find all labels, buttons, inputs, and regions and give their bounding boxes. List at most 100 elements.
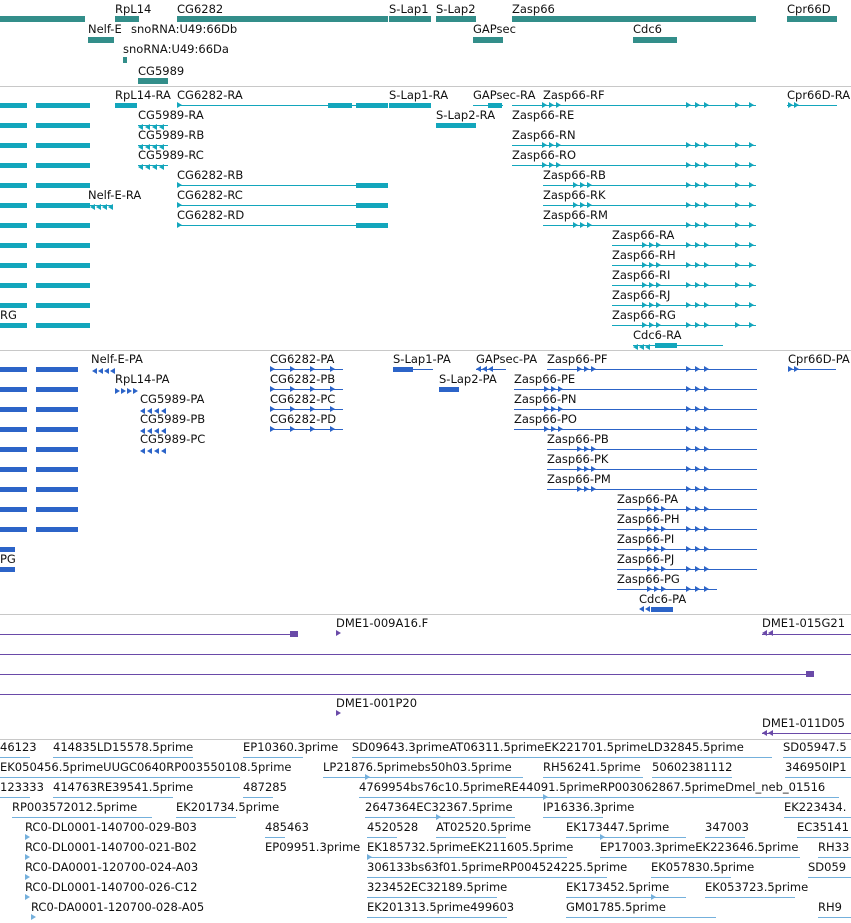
ests-label[interactable]: 346950IP1	[785, 760, 847, 774]
proteins-label[interactable]: Zasp66-PM	[547, 472, 611, 486]
genes-label[interactable]: RpL14	[115, 2, 152, 16]
est-line[interactable]	[367, 897, 497, 898]
ests-label[interactable]: LP21876.5primebs50h03.5prime	[323, 760, 512, 774]
est-line[interactable]	[367, 877, 607, 878]
transcripts-label[interactable]: Zasp66-RF	[543, 88, 605, 102]
transcript-exon[interactable]	[0, 283, 27, 288]
proteins-label[interactable]: Cpr66D-PA	[788, 352, 850, 366]
ests-label[interactable]: EK201313.5prime499603	[367, 900, 515, 914]
ests-label[interactable]: 414763RE39541.5prime	[53, 780, 194, 794]
ests-label[interactable]: 46123	[0, 740, 37, 754]
transcript-intron[interactable]	[177, 205, 388, 206]
est-line[interactable]	[12, 817, 152, 818]
proteins-label[interactable]: Zasp66-PA	[617, 492, 679, 506]
proteins-label[interactable]: Zasp66-PJ	[617, 552, 675, 566]
gene-feature[interactable]	[123, 57, 127, 63]
ests-label[interactable]: EK201734.5prime	[176, 800, 280, 814]
transcript-exon[interactable]	[356, 103, 388, 108]
protein-intron[interactable]	[514, 429, 757, 430]
genes-label[interactable]: snoRNA:U49:66Da	[123, 42, 229, 56]
est-line[interactable]	[705, 837, 745, 838]
transcript-intron[interactable]	[612, 305, 756, 306]
protein-intron[interactable]	[270, 389, 343, 390]
protein-exon[interactable]	[36, 367, 78, 372]
protein-exon[interactable]	[0, 407, 27, 412]
transcript-exon[interactable]	[0, 323, 27, 328]
protein-exon[interactable]	[36, 387, 78, 392]
clones-label[interactable]: DME1-015G21	[762, 616, 846, 630]
transcript-intron[interactable]	[612, 285, 756, 286]
est-line[interactable]	[652, 777, 732, 778]
transcript-exon[interactable]	[0, 103, 27, 108]
protein-exon[interactable]	[0, 387, 27, 392]
transcript-exon[interactable]	[0, 223, 27, 228]
genes-label[interactable]: CG5989	[138, 64, 185, 78]
transcripts-label[interactable]: Zasp66-RB	[543, 168, 606, 182]
est-line[interactable]	[0, 777, 240, 778]
est-line[interactable]	[367, 837, 397, 838]
est-line[interactable]	[808, 877, 851, 878]
transcripts-label[interactable]: CG5989-RB	[138, 128, 205, 142]
transcript-intron[interactable]	[543, 225, 756, 226]
gene-feature[interactable]	[787, 16, 837, 22]
gene-feature[interactable]	[633, 37, 677, 43]
est-line[interactable]	[566, 897, 686, 898]
transcripts-label[interactable]: RpL14-RA	[115, 88, 171, 102]
ests-label[interactable]: SD09643.3primeAT06311.5primeEK221701.5pr…	[352, 740, 744, 754]
transcripts-label[interactable]: RG	[0, 308, 17, 322]
transcript-intron[interactable]	[543, 185, 756, 186]
proteins-label[interactable]: Zasp66-PO	[514, 412, 577, 426]
ests-label[interactable]: EK050456.5primeUUGC0640RP003550108.5prim…	[0, 760, 292, 774]
est-line[interactable]	[818, 917, 851, 918]
genes-label[interactable]: Cpr66D	[787, 2, 831, 16]
protein-exon[interactable]	[0, 367, 27, 372]
est-line[interactable]	[566, 837, 686, 838]
est-line[interactable]	[367, 917, 507, 918]
gene-feature[interactable]	[115, 16, 139, 22]
transcripts-label[interactable]: CG6282-RA	[177, 88, 243, 102]
proteins-label[interactable]: Zasp66-PF	[547, 352, 608, 366]
transcript-exon[interactable]	[389, 103, 431, 108]
transcript-exon[interactable]	[488, 103, 502, 108]
ests-label[interactable]: EP10360.3prime	[243, 740, 339, 754]
transcript-exon[interactable]	[0, 303, 27, 308]
proteins-label[interactable]: Nelf-E-PA	[91, 352, 143, 366]
proteins-label[interactable]: CG6282-PA	[270, 352, 335, 366]
ests-label[interactable]: EP09951.3prime	[265, 840, 361, 854]
transcript-exon[interactable]	[356, 203, 388, 208]
est-line[interactable]	[566, 917, 716, 918]
transcripts-label[interactable]: Cdc6-RA	[633, 328, 682, 342]
gene-feature[interactable]	[512, 16, 756, 22]
ests-label[interactable]: 414835LD15578.5prime	[53, 740, 194, 754]
proteins-label[interactable]: S-Lap1-PA	[393, 352, 451, 366]
proteins-label[interactable]: Zasp66-PB	[547, 432, 609, 446]
transcript-exon[interactable]	[36, 183, 90, 188]
proteins-label[interactable]: Zasp66-PK	[547, 452, 609, 466]
protein-exon[interactable]	[393, 367, 413, 372]
protein-exon[interactable]	[36, 467, 78, 472]
ests-label[interactable]: 4769954bs76c10.5primeRE44091.5primeRP003…	[359, 780, 826, 794]
transcript-exon[interactable]	[0, 163, 27, 168]
clone-line[interactable]	[762, 634, 851, 635]
clone-line[interactable]	[0, 694, 851, 695]
clone-line[interactable]	[0, 654, 851, 655]
protein-intron[interactable]	[547, 449, 757, 450]
protein-exon[interactable]	[0, 467, 27, 472]
transcripts-label[interactable]: S-Lap1-RA	[389, 88, 449, 102]
ests-label[interactable]: RC0-DA0001-120700-024-A03	[25, 860, 199, 874]
ests-label[interactable]: EK057830.5prime	[651, 860, 755, 874]
ests-label[interactable]: 123333	[0, 780, 44, 794]
gene-feature[interactable]	[436, 16, 476, 22]
transcript-exon[interactable]	[36, 223, 90, 228]
transcripts-label[interactable]: CG6282-RD	[177, 208, 245, 222]
transcript-exon[interactable]	[36, 163, 90, 168]
transcript-exon[interactable]	[436, 123, 476, 128]
ests-label[interactable]: 487285	[243, 780, 287, 794]
est-line[interactable]	[543, 817, 603, 818]
gene-feature[interactable]	[0, 16, 85, 22]
transcripts-label[interactable]: Zasp66-RE	[512, 108, 575, 122]
transcript-intron[interactable]	[177, 105, 388, 106]
protein-intron[interactable]	[547, 489, 757, 490]
ests-label[interactable]: 50602381112	[652, 760, 733, 774]
ests-label[interactable]: 306133bs63f01.5primeRP004524225.5prime	[367, 860, 628, 874]
